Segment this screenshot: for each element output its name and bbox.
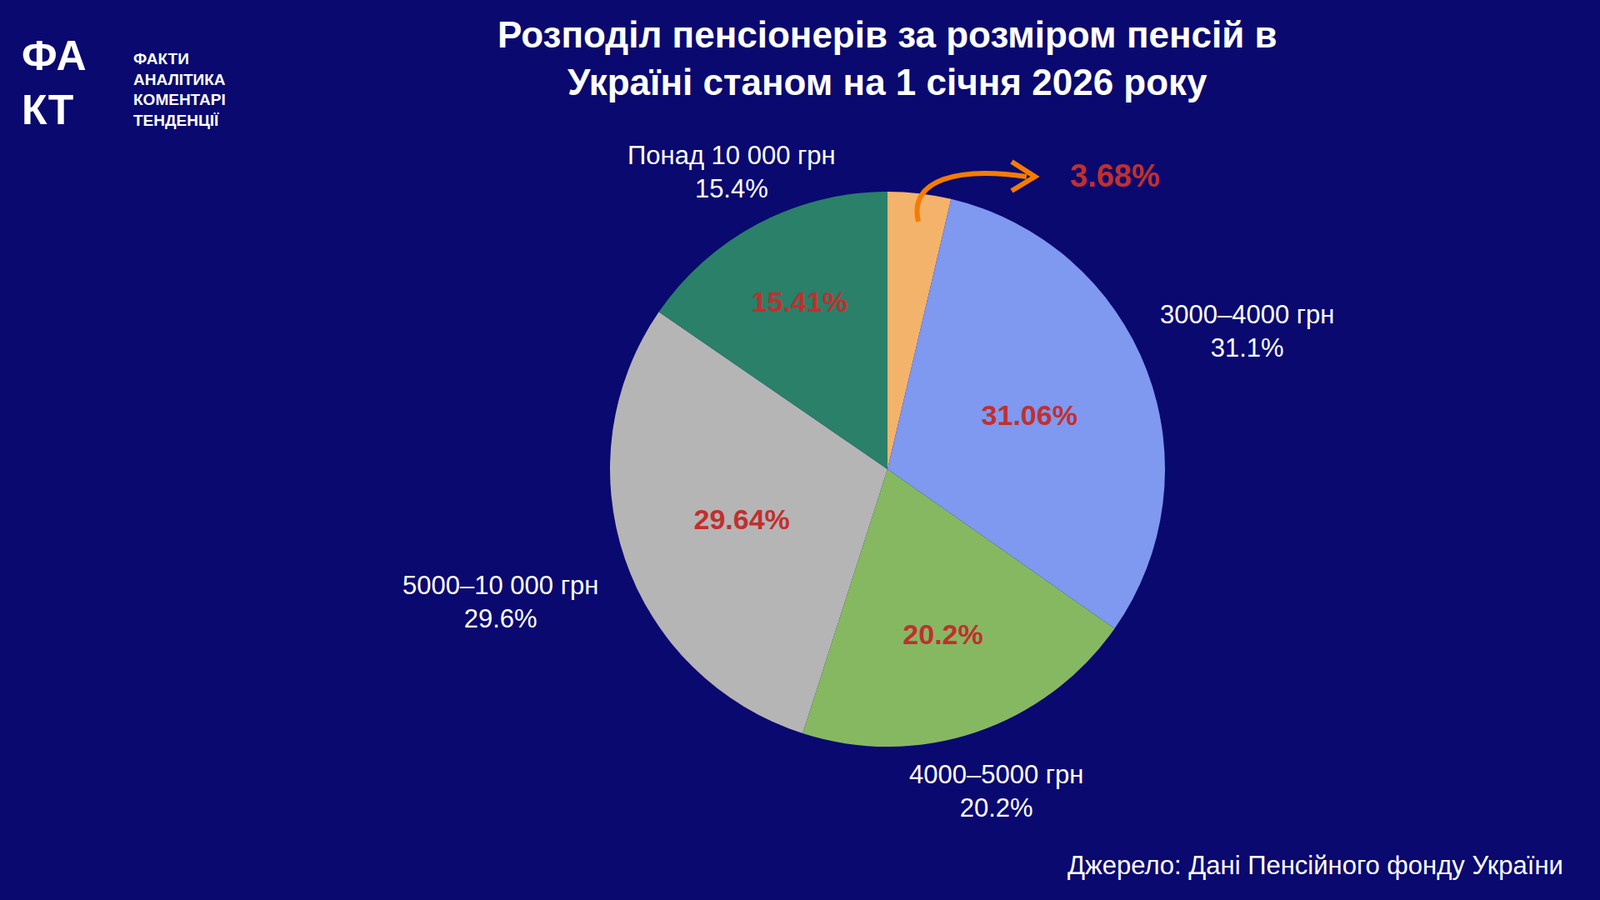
- svg-text:29.64%: 29.64%: [693, 503, 790, 535]
- svg-text:15.41%: 15.41%: [751, 285, 848, 318]
- svg-text:3000–4000 грн31.1%: 3000–4000 грн31.1%: [1160, 300, 1335, 363]
- svg-text:ФАКТИАНАЛІТИКАКОМЕНТАРІТЕНДЕНЦ: ФАКТИАНАЛІТИКАКОМЕНТАРІТЕНДЕНЦІЇ: [133, 50, 226, 130]
- svg-text:Понад 10 000 грн15.4%: Понад 10 000 грн15.4%: [627, 140, 836, 204]
- svg-text:20.2%: 20.2%: [902, 618, 983, 650]
- svg-text:ФАКТ: ФАКТ: [21, 32, 87, 134]
- svg-text:Джерело: Дані Пенсійного фонду: Джерело: Дані Пенсійного фонду України: [1067, 850, 1564, 880]
- svg-text:4000–5000 грн20.2%: 4000–5000 грн20.2%: [909, 760, 1084, 823]
- svg-text:3.68%: 3.68%: [1070, 158, 1160, 194]
- svg-text:5000–10 000 грн29.6%: 5000–10 000 грн29.6%: [402, 570, 599, 634]
- svg-text:31.06%: 31.06%: [981, 399, 1078, 431]
- svg-text:Розподіл пенсіонерів за розмір: Розподіл пенсіонерів за розміром пенсій …: [497, 14, 1278, 103]
